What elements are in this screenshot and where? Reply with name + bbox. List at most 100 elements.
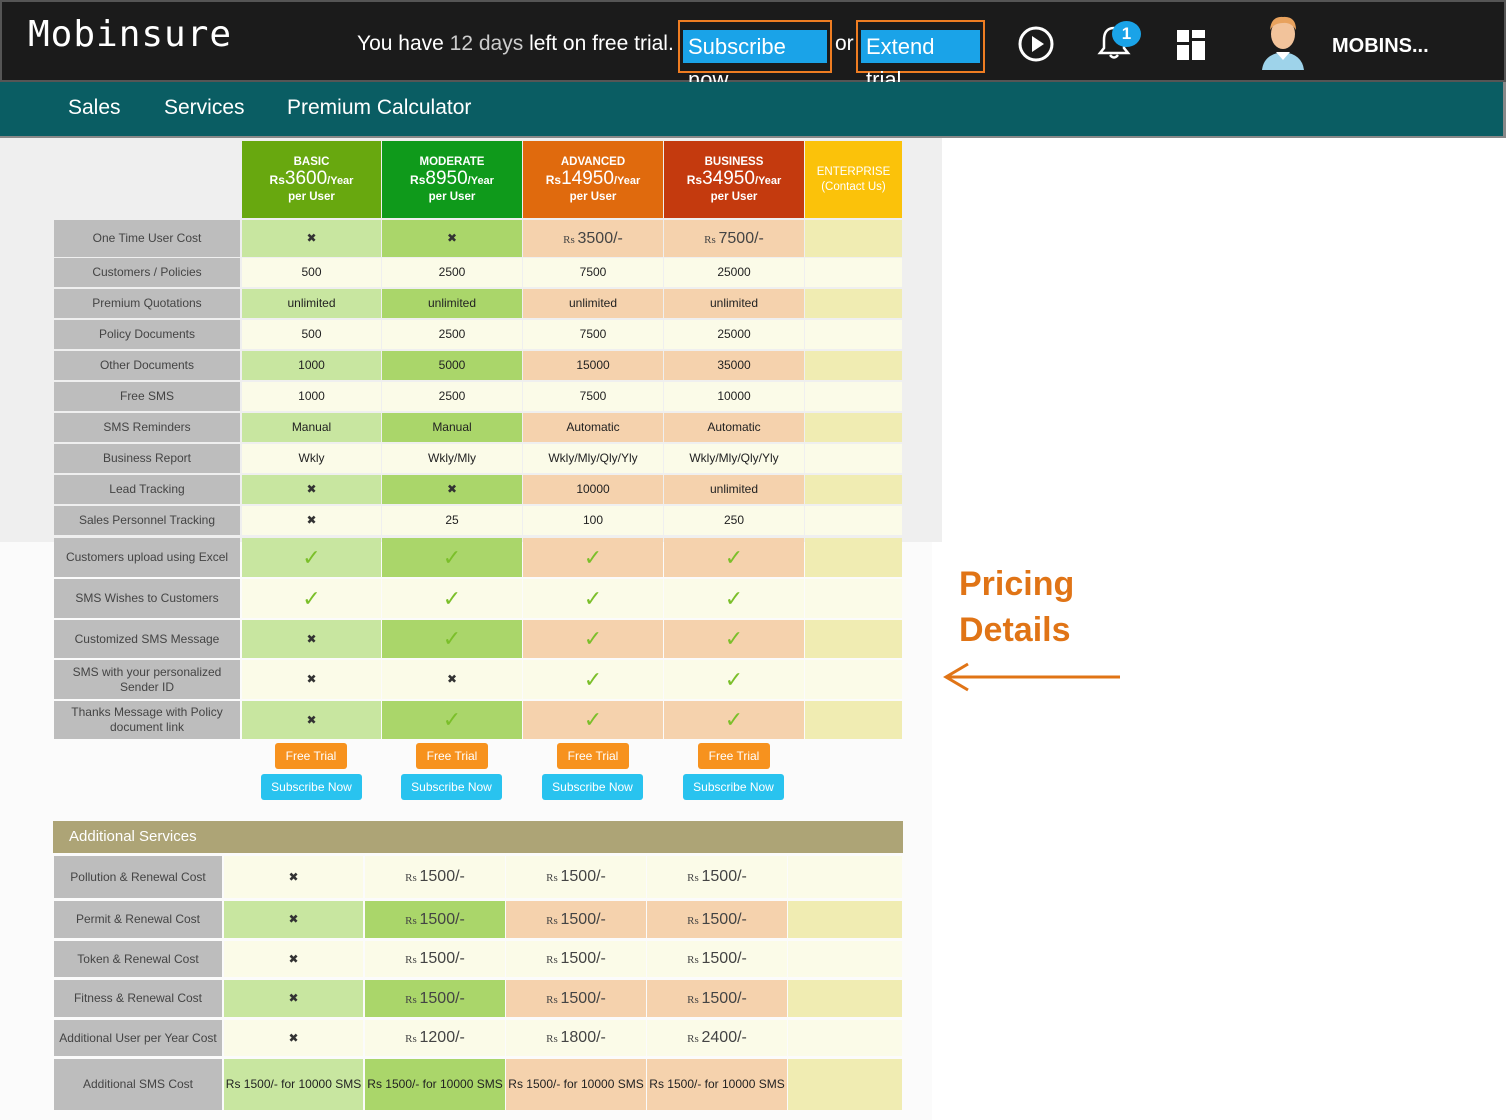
feature-cell: Rs 7500/- — [664, 220, 804, 257]
feature-cell — [805, 320, 902, 349]
feature-cell: ✓ — [664, 579, 804, 618]
cell-value: 15000 — [576, 358, 610, 372]
service-cell: Rs 1500/- — [506, 856, 646, 898]
feature-label: Thanks Message with Policy document link — [54, 701, 240, 739]
notification-badge: 1 — [1112, 21, 1141, 47]
feature-cell: ✖ — [242, 220, 381, 257]
cell-value: Automatic — [707, 420, 761, 434]
annotation-line-1: Pricing — [959, 565, 1075, 603]
subscribe-now-plan-button[interactable]: Subscribe Now — [401, 774, 502, 800]
user-avatar-icon[interactable] — [1258, 12, 1308, 72]
cross-icon: ✖ — [306, 712, 317, 727]
feature-cell: ✓ — [523, 660, 663, 699]
feature-cell: ✓ — [382, 701, 522, 739]
feature-cell: unlimited — [664, 475, 804, 504]
service-cell: Rs 1500/- — [647, 980, 787, 1017]
nav-item-premium-calculator[interactable]: Premium Calculator — [287, 96, 472, 119]
user-name[interactable]: MOBINS... — [1332, 35, 1429, 57]
price-value: Rs 1500/- — [687, 989, 747, 1007]
cell-value: 1000 — [298, 358, 325, 372]
feature-label: One Time User Cost — [54, 220, 240, 257]
cell-value: 25 — [445, 513, 459, 527]
price-value: Rs 1800/- — [546, 1029, 606, 1046]
nav-item-sales[interactable]: Sales — [68, 96, 121, 119]
feature-cell: ✓ — [523, 701, 663, 739]
feature-cell: unlimited — [242, 289, 381, 318]
subscribe-now-button[interactable]: Subscribe now — [683, 30, 827, 92]
feature-cell: ✖ — [382, 220, 522, 257]
cross-icon: ✖ — [446, 231, 458, 245]
plan-header-business: BUSINESS Rs34950/Year per User — [664, 141, 804, 218]
subscribe-now-plan-button[interactable]: Subscribe Now — [683, 774, 784, 800]
app-logo[interactable]: Mobinsure — [28, 14, 233, 55]
feature-cell — [805, 506, 902, 535]
service-cell: Rs 2400/- — [647, 1020, 787, 1056]
feature-cell: 2500 — [382, 258, 522, 287]
feature-label: Other Documents — [54, 351, 240, 380]
nav-item-services[interactable]: Services — [164, 96, 245, 119]
feature-cell: unlimited — [382, 289, 522, 318]
cell-value: 10000 — [717, 389, 751, 403]
extend-trial-button[interactable]: Extend trial — [861, 30, 980, 92]
feature-cell: Automatic — [523, 413, 663, 442]
subscribe-now-highlight: Subscribe now — [678, 20, 832, 92]
check-icon: ✓ — [583, 707, 603, 733]
feature-cell: 7500 — [523, 382, 663, 411]
feature-cell — [805, 258, 902, 287]
plan-name: MODERATE — [419, 155, 485, 168]
feature-cell — [805, 475, 902, 504]
annotation-line-2: Details — [959, 610, 1071, 649]
cell-value: 25000 — [717, 327, 751, 341]
feature-label: Sales Personnel Tracking — [54, 506, 240, 535]
free-trial-button[interactable]: Free Trial — [557, 743, 629, 769]
subscribe-now-plan-button[interactable]: Subscribe Now — [261, 774, 362, 800]
feature-cell: 10000 — [664, 382, 804, 411]
check-icon: ✓ — [724, 707, 744, 733]
extend-trial-highlight: Extend trial — [856, 20, 985, 92]
plan-contact[interactable]: (Contact Us) — [821, 180, 886, 193]
left-arrow-icon — [943, 662, 1120, 692]
service-cell: Rs 1800/- — [506, 1020, 646, 1056]
subscribe-now-plan-button[interactable]: Subscribe Now — [542, 774, 643, 800]
feature-cell: Manual — [242, 413, 381, 442]
pricing-details-annotation: Pricing Details — [959, 562, 1074, 654]
check-icon: ✓ — [583, 585, 603, 611]
feature-cell: Automatic — [664, 413, 804, 442]
price-value: Rs 3500/- — [563, 229, 623, 247]
feature-cell: ✖ — [242, 620, 381, 658]
cross-icon: ✖ — [288, 1030, 299, 1045]
feature-cell: ✓ — [382, 538, 522, 577]
feature-cell: ✓ — [242, 579, 381, 618]
or-text: or — [835, 32, 854, 55]
feature-cell: 100 — [523, 506, 663, 535]
cell-value: unlimited — [427, 296, 477, 310]
dashboard-grid-icon[interactable] — [1177, 30, 1205, 60]
feature-cell: 2500 — [382, 382, 522, 411]
free-trial-button[interactable]: Free Trial — [698, 743, 770, 769]
feature-label: Lead Tracking — [54, 475, 240, 504]
play-circle-icon[interactable] — [1016, 24, 1056, 64]
plan-price: Rs14950/Year — [545, 168, 641, 190]
feature-label: Customized SMS Message — [54, 620, 240, 658]
free-trial-button[interactable]: Free Trial — [275, 743, 347, 769]
cross-icon: ✖ — [446, 482, 458, 496]
feature-cell: 7500 — [523, 320, 663, 349]
feature-cell: 500 — [242, 258, 381, 287]
free-trial-button[interactable]: Free Trial — [416, 743, 488, 769]
service-cell: Rs 1500/- — [365, 856, 505, 898]
price-value: Rs 1200/- — [405, 1029, 465, 1046]
cross-icon: ✖ — [288, 991, 299, 1005]
feature-cell: ✓ — [382, 579, 522, 618]
cell-value: unlimited — [709, 482, 759, 496]
plan-header-enterprise: ENTERPRISE (Contact Us) — [805, 141, 902, 218]
cell-value: Wkly/Mly — [428, 451, 476, 465]
service-label: Permit & Renewal Cost — [54, 901, 222, 938]
feature-cell: ✓ — [242, 538, 381, 577]
price-value: Rs 2400/- — [687, 1029, 747, 1046]
feature-cell — [805, 351, 902, 380]
feature-cell: ✓ — [664, 538, 804, 577]
additional-services-header: Additional Services — [53, 821, 903, 853]
check-icon: ✓ — [724, 585, 744, 611]
price-value: Rs 1500/- — [687, 868, 747, 885]
service-cell: Rs 1500/- — [647, 856, 787, 898]
